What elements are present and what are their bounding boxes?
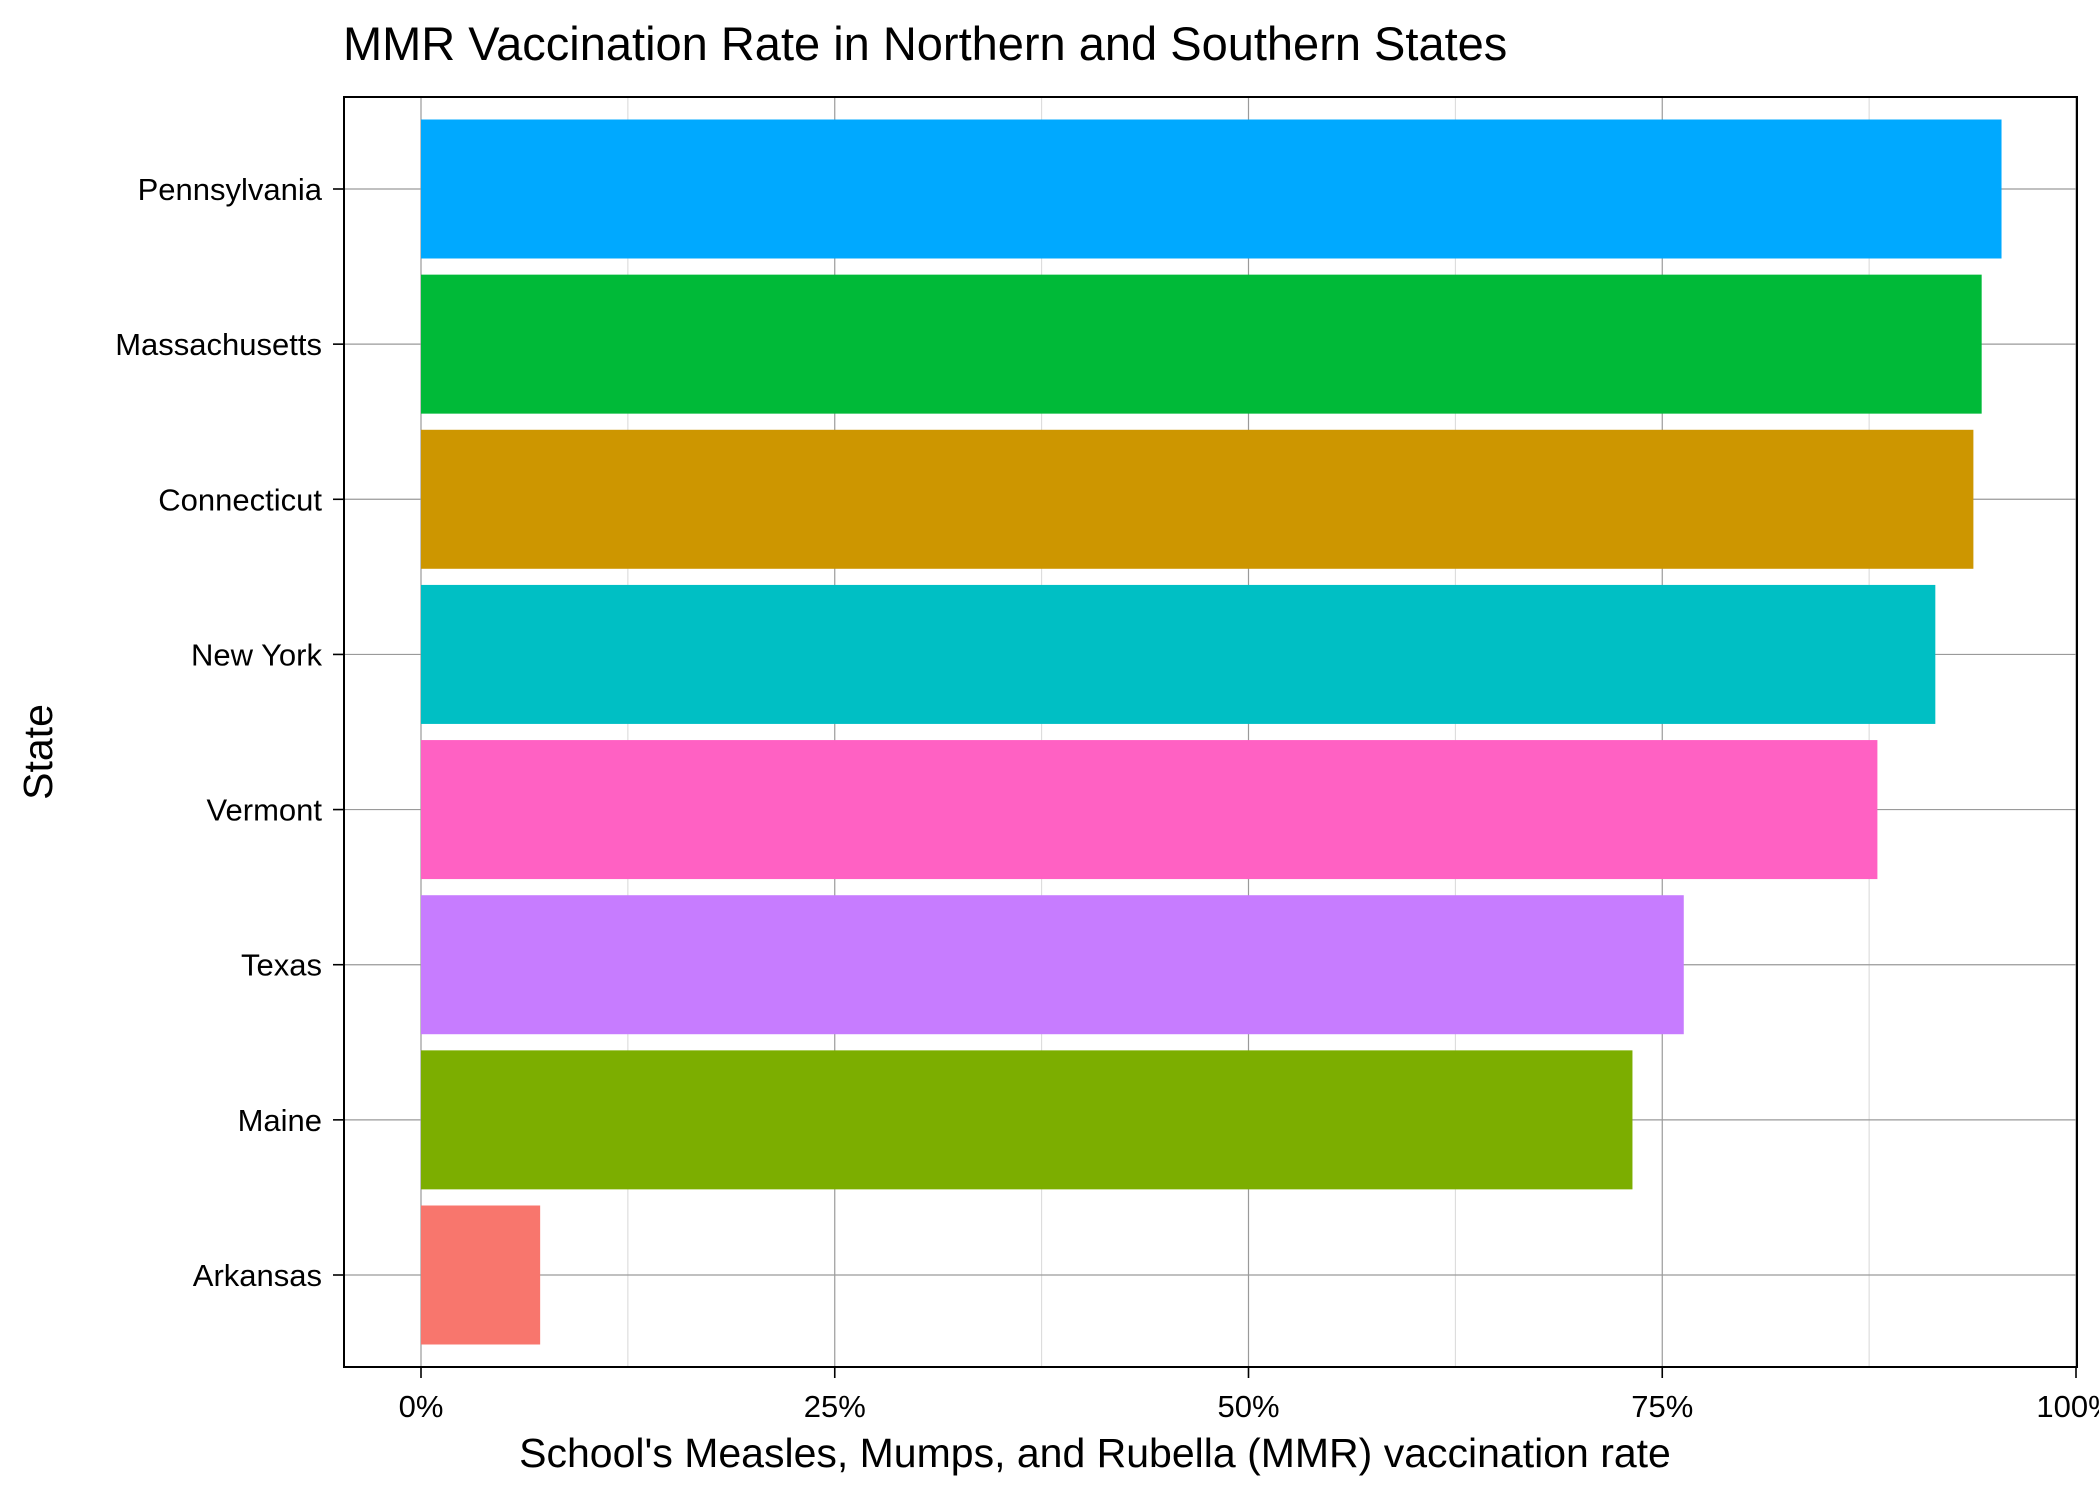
y-tick-label: Vermont bbox=[207, 793, 323, 828]
y-tick-label: Texas bbox=[241, 948, 322, 983]
y-axis-title: State bbox=[15, 704, 61, 800]
y-tick-label: Maine bbox=[238, 1103, 322, 1138]
bar-arkansas bbox=[421, 1205, 541, 1345]
plot-panel-border bbox=[343, 96, 2078, 1368]
y-tick-label: Massachusetts bbox=[115, 327, 322, 362]
x-tick-label: 0% bbox=[399, 1389, 444, 1424]
bar-new-york bbox=[421, 584, 1936, 724]
x-tick-label: 100% bbox=[2036, 1389, 2099, 1424]
bar-connecticut bbox=[421, 429, 1974, 569]
bars bbox=[421, 119, 2002, 1345]
y-tick-label: Connecticut bbox=[158, 482, 322, 517]
x-axis: 0% 25% 50% 75% 100% bbox=[399, 1367, 2099, 1424]
y-tick-label: Arkansas bbox=[193, 1258, 322, 1293]
y-axis: Arkansas Maine Texas Vermont New York Connect… bbox=[115, 172, 344, 1293]
bar-pennsylvania bbox=[421, 119, 2002, 259]
x-tick-label: 50% bbox=[1217, 1389, 1279, 1424]
y-tick-label: Pennsylvania bbox=[138, 172, 323, 207]
bar-massachusetts bbox=[421, 274, 1982, 414]
plot-panel bbox=[343, 96, 2078, 1368]
bar-texas bbox=[421, 895, 1684, 1035]
y-tick-label: New York bbox=[191, 637, 322, 672]
chart-title: MMR Vaccination Rate in Northern and Sou… bbox=[343, 17, 1507, 70]
bar-vermont bbox=[421, 740, 1878, 880]
x-axis-title: School's Measles, Mumps, and Rubella (MM… bbox=[519, 1430, 1671, 1476]
x-tick-label: 75% bbox=[1631, 1389, 1693, 1424]
bar-maine bbox=[421, 1050, 1633, 1190]
x-tick-label: 25% bbox=[804, 1389, 866, 1424]
